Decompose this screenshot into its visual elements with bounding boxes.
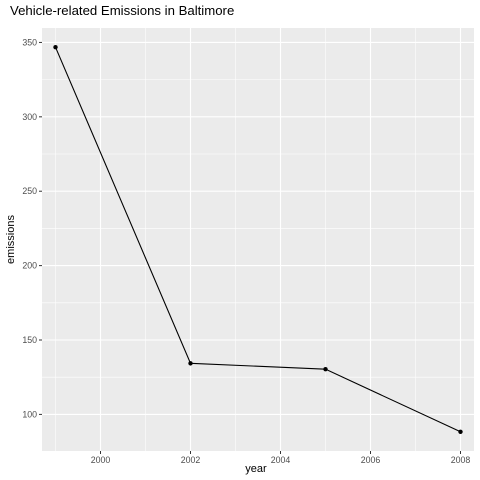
- y-tick-label: 250: [22, 186, 37, 196]
- data-point: [188, 361, 192, 365]
- data-point: [323, 367, 327, 371]
- y-tick-label: 200: [22, 261, 37, 271]
- data-point: [53, 45, 57, 49]
- y-tick-label: 300: [22, 112, 37, 122]
- x-tick-label: 2004: [271, 455, 291, 465]
- y-axis: 100 150 200 250 300 350: [22, 37, 42, 419]
- x-tick-label: 2006: [361, 455, 381, 465]
- y-axis-label: emissions: [5, 215, 17, 264]
- chart-title: Vehicle-related Emissions in Baltimore: [10, 3, 234, 18]
- y-tick-label: 100: [22, 409, 37, 419]
- x-axis-label: year: [245, 463, 267, 475]
- x-tick-label: 2008: [451, 455, 471, 465]
- x-tick-label: 2000: [91, 455, 111, 465]
- x-tick-label: 2002: [181, 455, 201, 465]
- y-tick-label: 150: [22, 335, 37, 345]
- y-tick-label: 350: [22, 37, 37, 47]
- x-axis: 2000 2002 2004 2006 2008: [91, 451, 471, 465]
- data-point: [458, 430, 462, 434]
- plot-panel: [42, 28, 474, 451]
